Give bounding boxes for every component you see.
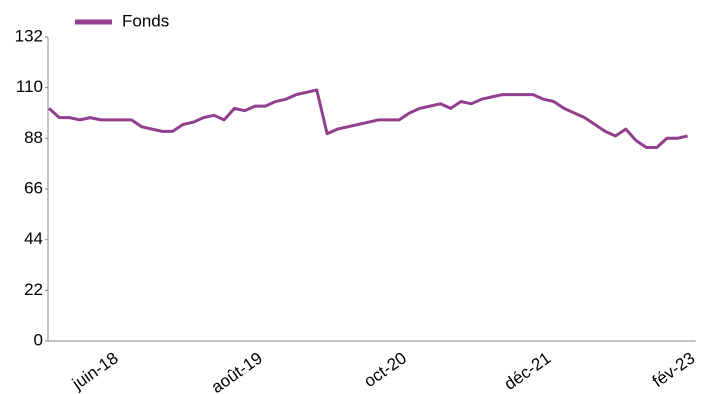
y-tick-label: 22 xyxy=(24,280,43,299)
x-tick-label: oct-20 xyxy=(360,348,410,391)
legend-label: Fonds xyxy=(122,11,169,30)
x-tick-label: juin-18 xyxy=(68,348,122,393)
x-tick-label: fév-23 xyxy=(649,348,699,391)
y-tick-label: 88 xyxy=(24,128,43,147)
x-tick-label: déc-21 xyxy=(501,348,554,393)
y-tick-label: 66 xyxy=(24,178,43,197)
series-line xyxy=(48,88,688,149)
x-tick-label: août-19 xyxy=(208,348,266,394)
y-tick-label: 110 xyxy=(16,77,43,96)
y-tick-label: 132 xyxy=(15,26,43,45)
y-tick-label: 0 xyxy=(34,330,43,349)
y-tick-label: 44 xyxy=(24,229,43,248)
